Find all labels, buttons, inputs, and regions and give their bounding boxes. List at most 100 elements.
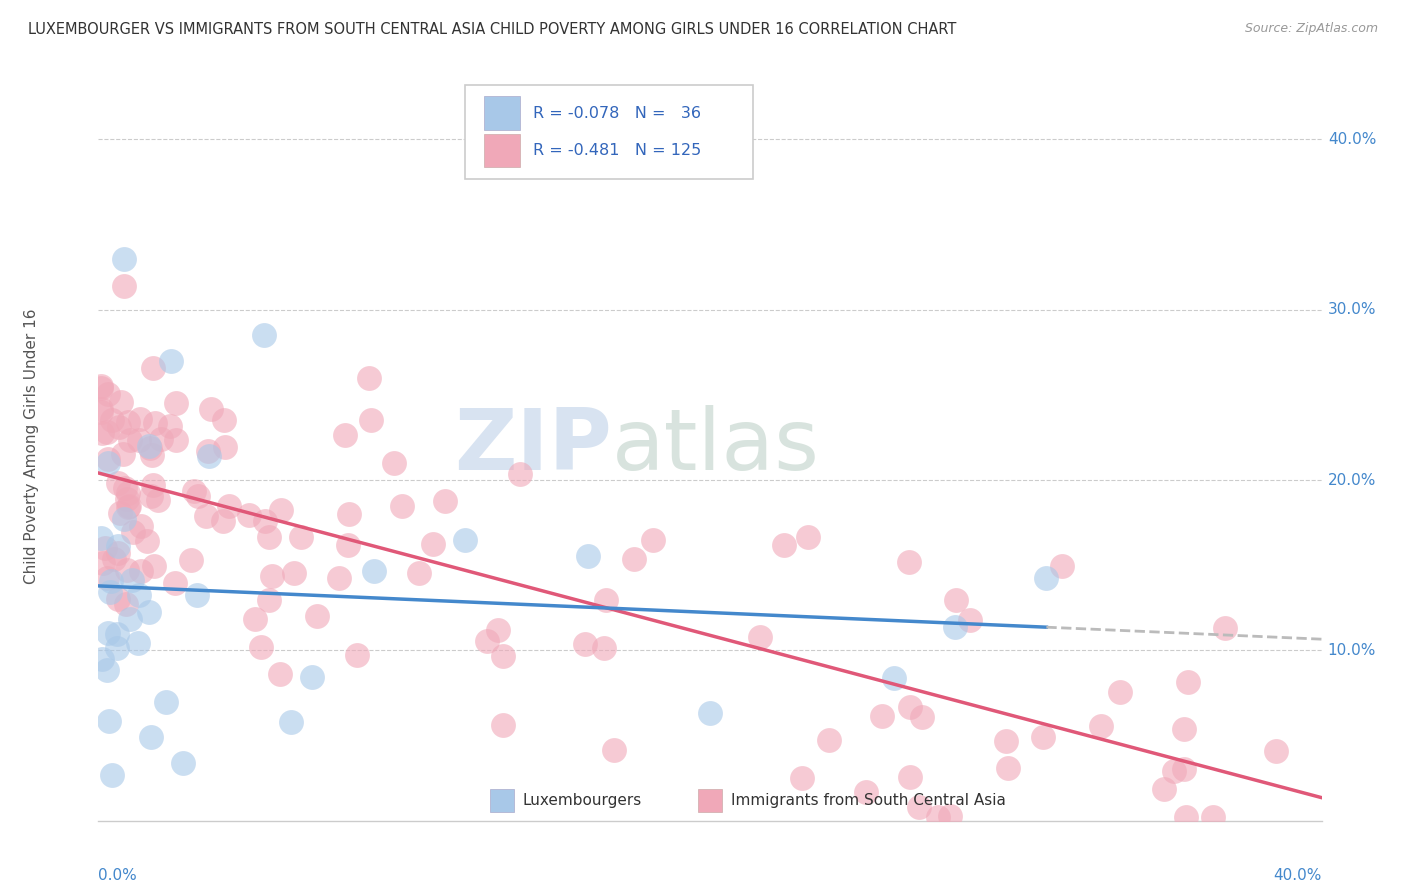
Point <box>117 415 139 429</box>
Point <box>945 592 967 607</box>
Text: Luxembourgers: Luxembourgers <box>523 793 643 808</box>
Point <box>254 514 277 528</box>
Point <box>90 401 112 416</box>
Point <box>91 426 114 441</box>
Text: 20.0%: 20.0% <box>1327 473 1376 488</box>
Point <box>1108 685 1130 699</box>
Point <box>165 396 187 410</box>
Point <box>118 434 141 448</box>
Point <box>115 491 138 506</box>
Point <box>150 432 173 446</box>
Point <box>245 612 267 626</box>
Point <box>143 416 166 430</box>
Point <box>359 371 381 385</box>
Text: ZIP: ZIP <box>454 404 612 488</box>
Point <box>93 556 115 570</box>
Point <box>382 456 405 470</box>
Point <box>214 440 236 454</box>
Point <box>270 503 292 517</box>
Point <box>1265 744 1288 758</box>
Point <box>90 381 112 395</box>
Point <box>238 508 260 523</box>
Point <box>142 478 165 492</box>
Point <box>139 489 162 503</box>
Point <box>155 695 177 709</box>
Point <box>797 530 820 544</box>
Point <box>1213 621 1236 635</box>
Point <box>139 441 162 455</box>
Point <box>1035 570 1057 584</box>
Point <box>90 405 112 419</box>
Point <box>107 539 129 553</box>
Point <box>855 785 877 799</box>
Point <box>328 572 350 586</box>
Point <box>337 507 360 521</box>
Point <box>927 810 949 824</box>
Point <box>138 605 160 619</box>
Point <box>1173 762 1195 776</box>
Point <box>1050 559 1073 574</box>
Point <box>1174 810 1197 824</box>
Point <box>114 597 136 611</box>
Text: atlas: atlas <box>612 404 820 488</box>
Point <box>107 591 129 606</box>
Point <box>107 475 129 490</box>
Point <box>160 354 183 368</box>
Point <box>117 486 139 500</box>
Point <box>198 449 221 463</box>
Point <box>897 555 920 569</box>
Point <box>257 592 280 607</box>
Point <box>97 626 120 640</box>
Text: LUXEMBOURGER VS IMMIGRANTS FROM SOUTH CENTRAL ASIA CHILD POVERTY AMONG GIRLS UND: LUXEMBOURGER VS IMMIGRANTS FROM SOUTH CE… <box>28 22 956 37</box>
Point <box>280 715 302 730</box>
Point <box>595 593 617 607</box>
Point <box>883 672 905 686</box>
FancyBboxPatch shape <box>465 85 752 178</box>
Point <box>283 566 305 580</box>
Point <box>165 433 187 447</box>
Point <box>136 533 159 548</box>
Point <box>112 252 135 266</box>
Point <box>212 514 235 528</box>
Point <box>997 760 1019 774</box>
Point <box>118 612 141 626</box>
Point <box>307 608 329 623</box>
Point <box>492 717 515 731</box>
Point <box>422 537 444 551</box>
Point <box>138 439 160 453</box>
Text: 30.0%: 30.0% <box>1327 302 1376 318</box>
Text: R = -0.481   N = 125: R = -0.481 N = 125 <box>533 144 702 158</box>
Point <box>112 447 135 461</box>
Point <box>141 448 163 462</box>
Point <box>939 809 962 823</box>
Point <box>360 413 382 427</box>
FancyBboxPatch shape <box>484 96 520 130</box>
Point <box>142 361 165 376</box>
Point <box>114 482 136 496</box>
Point <box>434 494 457 508</box>
Point <box>107 546 129 560</box>
Point <box>100 768 122 782</box>
Text: R = -0.078   N =   36: R = -0.078 N = 36 <box>533 106 700 120</box>
Point <box>108 420 131 434</box>
Point <box>475 633 498 648</box>
Text: 10.0%: 10.0% <box>1327 643 1376 657</box>
Point <box>603 743 626 757</box>
Point <box>90 379 112 393</box>
Point <box>180 552 202 566</box>
Point <box>97 456 120 470</box>
Point <box>346 648 368 662</box>
Point <box>128 589 150 603</box>
Point <box>121 574 143 588</box>
Point <box>260 569 283 583</box>
Point <box>96 663 118 677</box>
Point <box>128 433 150 447</box>
Point <box>898 699 921 714</box>
Point <box>301 670 323 684</box>
Text: Immigrants from South Central Asia: Immigrants from South Central Asia <box>731 793 1005 808</box>
Point <box>1173 722 1195 736</box>
Point <box>98 584 121 599</box>
Point <box>699 706 721 721</box>
Point <box>911 710 934 724</box>
Point <box>129 564 152 578</box>
